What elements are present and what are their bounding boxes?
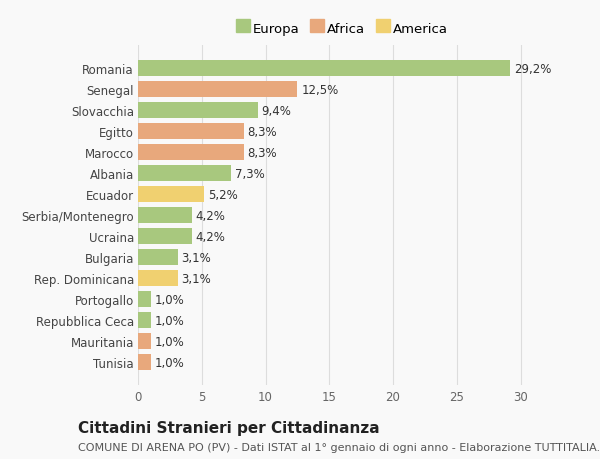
Bar	[138, 62, 510, 77]
Bar	[138, 124, 244, 140]
Bar	[138, 250, 178, 265]
Bar	[138, 187, 204, 202]
Text: 1,0%: 1,0%	[155, 314, 184, 327]
Text: Cittadini Stranieri per Cittadinanza: Cittadini Stranieri per Cittadinanza	[78, 420, 380, 435]
Text: 12,5%: 12,5%	[301, 84, 338, 96]
Bar	[138, 208, 191, 224]
Bar	[138, 334, 151, 349]
Bar	[138, 82, 298, 98]
Legend: Europa, Africa, America: Europa, Africa, America	[232, 18, 452, 39]
Text: 1,0%: 1,0%	[155, 293, 184, 306]
Bar	[138, 271, 178, 286]
Text: 9,4%: 9,4%	[262, 105, 292, 118]
Text: 5,2%: 5,2%	[208, 188, 238, 202]
Text: 3,1%: 3,1%	[181, 272, 211, 285]
Text: 29,2%: 29,2%	[514, 63, 551, 76]
Bar	[138, 229, 191, 245]
Bar	[138, 145, 244, 161]
Text: 7,3%: 7,3%	[235, 168, 265, 180]
Text: COMUNE DI ARENA PO (PV) - Dati ISTAT al 1° gennaio di ogni anno - Elaborazione T: COMUNE DI ARENA PO (PV) - Dati ISTAT al …	[78, 442, 600, 452]
Text: 3,1%: 3,1%	[181, 251, 211, 264]
Text: 4,2%: 4,2%	[196, 230, 225, 243]
Text: 1,0%: 1,0%	[155, 335, 184, 348]
Text: 4,2%: 4,2%	[196, 209, 225, 222]
Text: 8,3%: 8,3%	[248, 125, 277, 139]
Text: 8,3%: 8,3%	[248, 146, 277, 159]
Bar	[138, 354, 151, 370]
Bar	[138, 313, 151, 328]
Bar	[138, 166, 231, 182]
Bar	[138, 103, 258, 119]
Text: 1,0%: 1,0%	[155, 356, 184, 369]
Bar	[138, 291, 151, 308]
